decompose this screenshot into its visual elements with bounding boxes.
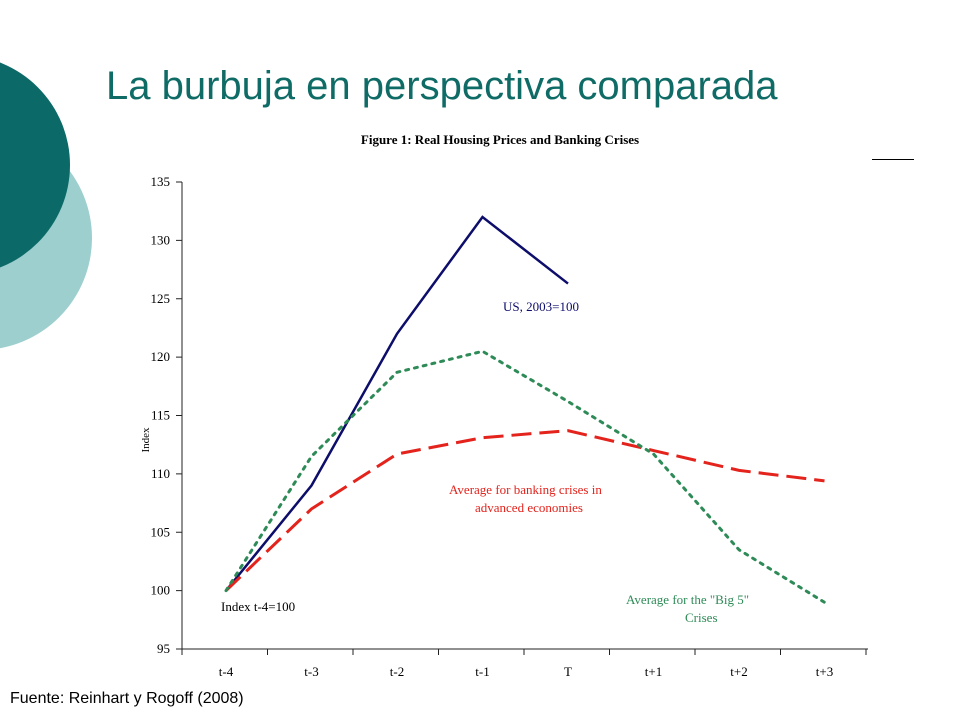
source-note: Fuente: Reinhart y Rogoff (2008) <box>10 690 244 707</box>
x-tick-label: T <box>564 664 572 679</box>
series-line-banking-crises <box>224 429 825 592</box>
series-line-us <box>225 215 569 592</box>
y-tick-label: 125 <box>151 291 171 306</box>
horizontal-rule <box>872 159 914 160</box>
y-tick-label: 105 <box>151 524 171 539</box>
annotation-banking-1: Average for banking crises in <box>449 482 602 497</box>
x-tick-label: t+1 <box>645 664 662 679</box>
series-lines <box>224 215 826 604</box>
annotation-banking-2: advanced economies <box>475 500 583 515</box>
y-tick-label: 135 <box>151 174 171 189</box>
y-tick-label: 120 <box>151 349 171 364</box>
decorative-circles <box>0 0 100 400</box>
x-tick-label: t-1 <box>475 664 489 679</box>
y-tick-label: 130 <box>151 232 171 247</box>
y-ticks: 95 100 105 110 115 120 125 130 135 <box>151 174 182 656</box>
x-tick-label: t-3 <box>304 664 318 679</box>
x-tick-label: t-2 <box>390 664 404 679</box>
y-tick-label: 100 <box>151 583 171 598</box>
x-tick-label: t+3 <box>816 664 833 679</box>
annotation-big5-1: Average for the "Big 5" <box>626 592 749 607</box>
x-tick-label: t+2 <box>730 664 747 679</box>
y-tick-label: 110 <box>151 466 170 481</box>
y-axis-label: Index <box>140 427 152 453</box>
annotation-us: US, 2003=100 <box>503 299 579 314</box>
dark-circle <box>0 62 70 268</box>
y-tick-label: 115 <box>151 408 170 423</box>
x-tick-label: t-4 <box>219 664 234 679</box>
chart-title: Figure 1: Real Housing Prices and Bankin… <box>361 132 639 147</box>
series-line-big5 <box>224 349 826 604</box>
slide-title: La burbuja en perspectiva comparada <box>106 64 778 108</box>
y-tick-label: 95 <box>157 641 170 656</box>
annotation-index: Index t-4=100 <box>221 599 295 614</box>
annotation-big5-2: Crises <box>685 610 718 625</box>
